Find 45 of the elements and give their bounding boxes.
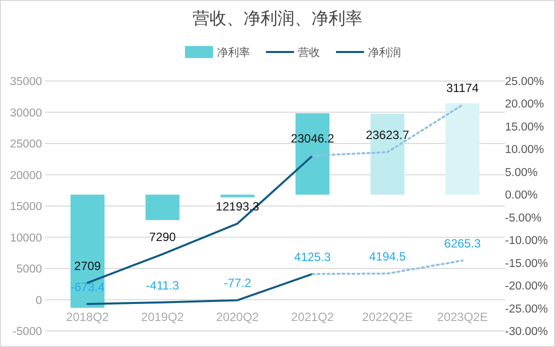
bar — [446, 103, 480, 195]
y2-tick-label: 10.00% — [505, 144, 544, 156]
bar — [70, 194, 104, 308]
y-tick-label: 25000 — [10, 138, 42, 150]
y-tick-label: 10000 — [10, 232, 42, 244]
y2-tick-label: -20.00% — [505, 280, 548, 293]
y2-tick-label: -10.00% — [505, 235, 548, 248]
x-tick-label: 2018Q2 — [66, 310, 110, 324]
data-label: -673.4 — [70, 280, 105, 294]
y-tick-label: -5000 — [12, 326, 42, 338]
y2-tick-label: 5.00% — [505, 166, 538, 179]
y-tick-label: 20000 — [10, 170, 42, 182]
data-label: 4125.3 — [294, 250, 332, 264]
y-tick-label: 15000 — [10, 201, 42, 213]
legend-label: 净利率 — [217, 46, 250, 59]
data-label: 7290 — [149, 230, 176, 244]
y2-tick-label: -5.00% — [505, 212, 542, 224]
data-label: -411.3 — [146, 278, 180, 292]
y-tick-label: 0 — [36, 294, 42, 307]
data-label: -77.2 — [224, 276, 252, 290]
data-label: 23623.7 — [366, 128, 410, 142]
bar — [146, 194, 180, 220]
legend-label: 营收 — [298, 46, 320, 59]
y2-tick-label: -15.00% — [505, 258, 548, 270]
data-label: 2709 — [74, 258, 102, 273]
y-tick-label: 35000 — [10, 76, 42, 88]
x-tick-label: 2020Q2 — [216, 310, 260, 324]
y2-tick-label: -30.00% — [505, 326, 548, 338]
data-label: 4194.5 — [369, 250, 406, 264]
x-tick-label: 2021Q2 — [291, 310, 334, 324]
x-tick-label: 2023Q2E — [437, 310, 488, 324]
x-tick-label: 2022Q2E — [362, 310, 413, 324]
bar — [220, 194, 254, 198]
y2-tick-label: 0.00% — [505, 190, 538, 202]
chart-title: 营收、净利润、净利率 — [192, 9, 362, 28]
y2-tick-label: 25.00% — [505, 76, 544, 88]
x-tick-label: 2019Q2 — [141, 310, 184, 324]
y-tick-label: 30000 — [10, 107, 42, 120]
y-tick-label: 5000 — [16, 264, 42, 276]
legend-label: 净利润 — [368, 46, 401, 59]
y2-tick-label: 20.00% — [505, 98, 544, 111]
y2-tick-label: 15.00% — [505, 121, 544, 134]
data-label: 6265.3 — [444, 236, 482, 251]
y2-tick-label: -25.00% — [505, 303, 548, 316]
data-label: 31174 — [446, 80, 480, 95]
